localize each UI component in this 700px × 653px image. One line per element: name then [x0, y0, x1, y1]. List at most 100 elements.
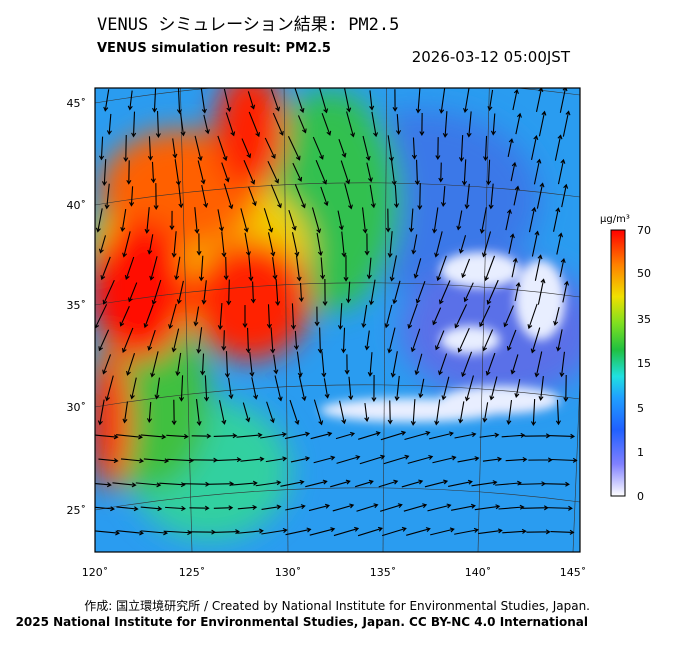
wind-arrow	[440, 186, 446, 207]
wind-arrow	[427, 503, 452, 512]
wind-arrow	[486, 159, 492, 186]
wind-arrow	[218, 400, 227, 425]
wind-arrow	[364, 330, 370, 351]
wind-arrow	[358, 431, 381, 440]
wind-arrow	[341, 231, 347, 258]
wind-arrow	[448, 479, 473, 487]
wind-arrow	[466, 111, 472, 138]
wind-arrow	[266, 304, 272, 329]
wind-arrow	[298, 282, 304, 303]
wind-arrow	[263, 208, 274, 233]
wind-arrow	[430, 527, 455, 536]
lat-label: 30˚	[67, 401, 87, 414]
wind-arrow	[194, 135, 203, 162]
wind-arrow	[179, 375, 185, 402]
wind-arrow	[151, 279, 162, 306]
wind-arrow	[141, 530, 169, 536]
wind-arrow	[318, 88, 329, 114]
wind-arrow	[348, 376, 354, 401]
wind-arrow	[415, 88, 421, 114]
lat-label: 35˚	[67, 299, 87, 312]
wind-arrow	[407, 303, 418, 330]
wind-arrow	[436, 255, 447, 282]
lon-label: 140˚	[465, 566, 492, 579]
wind-arrow	[485, 352, 496, 376]
wind-arrow	[193, 306, 200, 327]
wind-arrow	[557, 158, 566, 185]
wind-arrow	[196, 327, 203, 354]
wind-arrow	[546, 505, 573, 511]
wind-arrow	[513, 185, 520, 206]
wind-arrow	[197, 160, 206, 185]
wind-arrow	[166, 433, 189, 439]
wind-arrow	[486, 279, 499, 305]
colorbar-label: 70	[637, 224, 651, 237]
colorbar-unit: μg/m³	[600, 214, 630, 225]
wind-arrow	[339, 400, 347, 425]
wind-arrow	[126, 352, 136, 376]
wind-arrow	[530, 398, 537, 427]
wind-arrow	[424, 479, 449, 488]
wind-arrow	[336, 455, 361, 464]
wind-arrow	[127, 90, 133, 111]
wind-arrow	[471, 480, 498, 487]
wind-arrow	[554, 134, 563, 161]
wind-arrow	[530, 327, 541, 354]
wind-arrow	[368, 279, 376, 306]
wind-arrow	[169, 210, 175, 231]
wind-arrow	[213, 529, 240, 535]
wind-arrow	[461, 351, 473, 378]
wind-arrow	[154, 377, 161, 400]
wind-arrow	[168, 303, 177, 330]
wind-arrow	[260, 431, 287, 439]
wind-arrow	[356, 503, 379, 512]
wind-arrow	[201, 184, 209, 208]
wind-arrow	[105, 375, 114, 402]
wind-arrow	[143, 458, 170, 464]
wind-arrow	[337, 210, 344, 231]
wind-arrow	[102, 354, 112, 375]
wind-arrow	[159, 482, 186, 488]
wind-arrow	[434, 231, 443, 258]
colorbar-label: 5	[637, 402, 644, 415]
wind-arrow	[293, 330, 299, 351]
parallel	[95, 88, 580, 104]
wind-arrow	[341, 327, 347, 354]
wind-arrow	[267, 232, 276, 257]
wind-arrow	[543, 481, 570, 487]
wind-arrow	[313, 399, 324, 426]
wind-arrow	[203, 375, 210, 402]
wind-arrow	[514, 378, 521, 398]
wind-arrow	[174, 256, 181, 281]
wind-arrow	[200, 88, 207, 114]
wind-arrow	[385, 208, 391, 233]
wind-arrow	[147, 234, 154, 255]
wind-arrow	[403, 503, 428, 512]
colorbar-label: 35	[637, 313, 651, 326]
wind-arrow	[505, 208, 512, 231]
wind-arrow	[482, 402, 489, 423]
wind-arrow	[514, 281, 521, 302]
wind-arrow	[323, 378, 330, 399]
wind-arrow	[194, 207, 200, 234]
wind-arrow	[265, 456, 288, 463]
wind-arrow	[124, 256, 135, 281]
wind-arrow	[512, 88, 519, 111]
wind-arrow	[506, 329, 517, 352]
wind-arrow	[270, 184, 282, 209]
wind-arrow	[100, 256, 111, 281]
colorbar-label: 50	[637, 267, 651, 280]
wind-arrow	[457, 456, 480, 463]
wind-arrow	[147, 136, 153, 161]
wind-arrow	[270, 89, 281, 112]
wind-arrow	[344, 354, 350, 375]
datetime: 2026-03-12 05:00JST	[412, 48, 571, 66]
wind-arrow	[135, 482, 162, 488]
wind-arrow	[146, 401, 153, 424]
wind-arrow	[119, 305, 130, 327]
wind-arrow	[248, 255, 254, 282]
wind-arrow	[249, 352, 255, 377]
wind-arrow	[261, 504, 282, 510]
wind-arrow	[479, 432, 500, 438]
wind-arrow	[432, 307, 442, 326]
